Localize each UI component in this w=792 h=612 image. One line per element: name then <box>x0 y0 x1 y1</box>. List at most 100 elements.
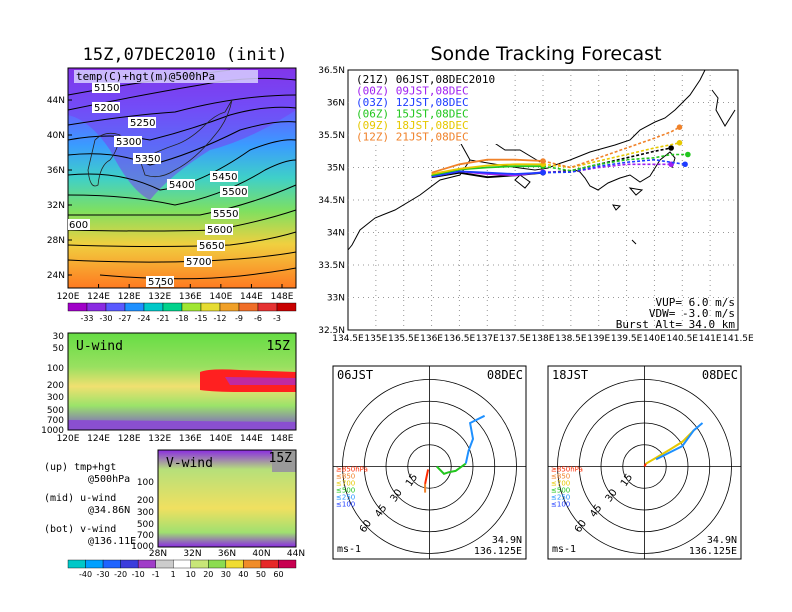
v-wind-panel: V-wind 15Z <box>157 449 297 548</box>
track-line-ascent <box>431 170 544 178</box>
colorbar-swatch <box>137 559 156 569</box>
y-tick-label: 36.5N <box>318 66 345 76</box>
track-params: VUP= 6.0 m/s VDW= -3.0 m/s Burst Alt= 34… <box>616 296 736 331</box>
u-wind-x-axis: 120E 124E 128E 132E 136E 140E 144E 148E <box>57 434 294 444</box>
landing-point <box>676 124 683 130</box>
x-tick-label: 141.5E <box>722 334 754 344</box>
colorbar-swatch <box>225 559 244 569</box>
colorbar-swatch <box>85 559 104 569</box>
level-legend: ≤700 <box>336 480 355 488</box>
colorbar-swatch <box>67 302 88 312</box>
colorbar-label: -24 <box>137 314 150 323</box>
u-wind-frame <box>67 332 297 431</box>
colorbar-swatch <box>162 302 183 312</box>
wind-colorbar: -40 -30 -20 -10 -1 1 10 20 30 40 50 60 <box>67 559 297 579</box>
y-tick-label: 44N <box>47 96 65 106</box>
x-tick-label: 36N <box>218 549 236 559</box>
level-legend: ≥850hPa <box>336 466 368 474</box>
hodograph-06jst: 15304560≥850hPa≤850≤700≤500≤250≤10006JST… <box>332 365 527 560</box>
contour-label: 5650 <box>199 241 224 252</box>
burst-point <box>540 169 546 176</box>
contour-label: 5600 <box>207 225 232 236</box>
x-tick-label: 120E <box>57 292 80 302</box>
legend-entry: (00Z) 09JST,08DEC <box>356 85 469 98</box>
colorbar-label: -18 <box>175 314 188 323</box>
x-tick-label: 140E <box>643 334 666 344</box>
x-tick-label: 140E <box>209 434 232 444</box>
map-frame <box>67 67 297 289</box>
desc-bot-level: @136.11E <box>88 536 136 547</box>
y-tick-label: 200 <box>47 381 64 391</box>
y-tick-label: 30 <box>53 332 65 342</box>
y-tick-label: 100 <box>137 478 154 488</box>
contour-label: 5500 <box>222 187 247 198</box>
colorbar-label: -30 <box>97 570 110 579</box>
contour-labels: 5150 5200 5250 5300 5350 5400 5450 5500 … <box>68 82 248 288</box>
track-series <box>431 124 691 179</box>
y-tick-label: 700 <box>47 416 64 426</box>
hodograph-18jst: 15304560≥850hPa≤850≤700≤500≤250≤10018JST… <box>547 365 742 560</box>
colorbar-label: -6 <box>254 314 262 323</box>
y-tick-label: 32.5N <box>318 326 345 336</box>
legend-entry: (12Z) 21JST,08DEC <box>356 131 469 144</box>
panel-descriptions: (up) tmp+hgt @500hPa (mid) u-wind @34.86… <box>44 462 136 547</box>
u-wind-jet-core <box>225 377 296 385</box>
x-tick-label: 128E <box>118 292 141 302</box>
location-lon: 136.125E <box>474 546 522 557</box>
y-tick-label: 1000 <box>131 542 154 552</box>
colorbar-swatch <box>102 559 121 569</box>
y-tick-label: 33N <box>327 294 345 304</box>
desc-up: (up) tmp+hgt <box>44 462 116 473</box>
contour-label: 5550 <box>213 209 238 220</box>
hodograph-time: 06JST <box>337 368 373 382</box>
y-tick-label: 300 <box>47 393 64 403</box>
colorbar-swatch <box>155 559 174 569</box>
x-tick-label: 32N <box>183 549 201 559</box>
location-lat: 34.9N <box>707 535 737 546</box>
y-tick-label: 100 <box>47 364 64 374</box>
track-line-descent <box>542 158 686 174</box>
colorbar-label: 50 <box>256 570 266 579</box>
level-legend: ≤100 <box>336 501 355 509</box>
x-tick-label: 137.5E <box>499 334 531 344</box>
colorbar-swatch <box>219 302 240 312</box>
colorbar-label: -3 <box>273 314 281 323</box>
level-legend: ≤850 <box>551 473 570 481</box>
map-x-axis: 120E 124E 128E 132E 136E 140E 144E 148E <box>57 284 294 302</box>
temp-map: 5150 5200 5250 5300 5350 5400 5450 5500 … <box>67 67 297 289</box>
v-wind-title: V-wind <box>166 456 213 471</box>
colorbar-swatch <box>86 302 107 312</box>
contour-label: 5750 <box>148 277 173 288</box>
colorbar-label: -21 <box>156 314 169 323</box>
vup-text: VUP= 6.0 m/s <box>656 296 735 309</box>
level-legend: ≤700 <box>551 480 570 488</box>
colorbar-label: -15 <box>194 314 207 323</box>
x-tick-label: 28N <box>149 549 167 559</box>
colorbar-swatch <box>105 302 126 312</box>
u-wind-time: 15Z <box>267 339 291 354</box>
x-tick-label: 135E <box>364 334 387 344</box>
contour-label: 5350 <box>135 154 160 165</box>
level-legend: ≤100 <box>551 501 570 509</box>
x-tick-label: 140.5E <box>667 334 699 344</box>
colorbar-swatch <box>200 302 221 312</box>
x-tick-label: 148E <box>271 434 294 444</box>
x-tick-label: 139E <box>587 334 610 344</box>
landing-point <box>676 140 683 146</box>
y-tick-label: 50 <box>53 344 65 354</box>
hodograph-trace <box>436 462 467 475</box>
u-wind-panel: U-wind 15Z <box>67 332 297 431</box>
contour-label: 5450 <box>212 172 237 183</box>
hodograph-date: 08DEC <box>702 368 738 382</box>
x-tick-label: 40N <box>252 549 270 559</box>
landing-point <box>668 145 674 151</box>
hodograph-trace <box>643 463 647 467</box>
japan-coastline <box>139 99 233 178</box>
colorbar-swatch <box>208 559 227 569</box>
colorbar-label: 30 <box>221 570 231 579</box>
v-wind-x-axis: 28N 32N 36N 40N 44N <box>149 549 305 559</box>
hodograph-time: 18JST <box>552 368 588 382</box>
x-tick-label: 144E <box>240 434 263 444</box>
x-tick-label: 120E <box>57 434 80 444</box>
